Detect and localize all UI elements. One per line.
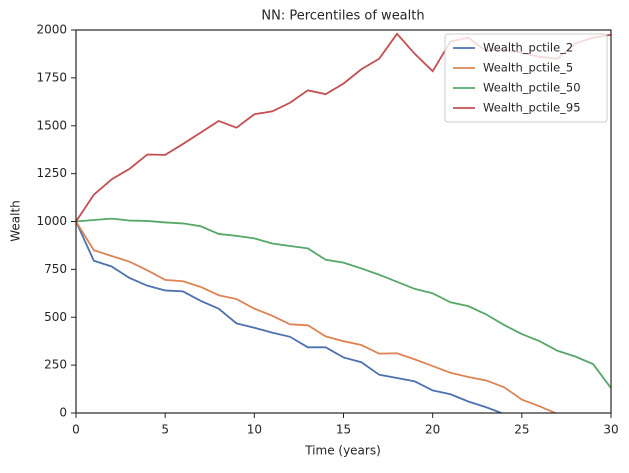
y-tick-label: 1750	[36, 70, 67, 84]
y-tick-label: 0	[59, 406, 67, 420]
data-line	[76, 221, 558, 413]
x-tick-label: 15	[336, 423, 351, 437]
y-tick-label: 1250	[36, 166, 67, 180]
legend-label: Wealth_pctile_5	[483, 61, 573, 75]
x-tick-label: 25	[514, 423, 529, 437]
legend-label: Wealth_pctile_95	[483, 101, 581, 115]
legend-box	[444, 33, 608, 123]
x-tick-label: 10	[247, 423, 262, 437]
data-line	[76, 217, 611, 389]
legend-label: Wealth_pctile_50	[483, 81, 581, 95]
y-tick-label: 250	[44, 358, 67, 372]
chart-title: NN: Percentiles of wealth	[261, 9, 424, 24]
y-tick-label: 1000	[36, 214, 67, 228]
x-axis-label: Time (years)	[304, 444, 381, 458]
data-line	[76, 221, 505, 413]
y-tick-label: 500	[44, 310, 67, 324]
x-tick-label: 0	[72, 423, 80, 437]
x-tick-label: 20	[425, 423, 440, 437]
y-tick-label: 1500	[36, 118, 67, 132]
y-axis-label: Wealth	[9, 200, 23, 242]
x-tick-label: 5	[161, 423, 169, 437]
legend-label: Wealth_pctile_2	[483, 41, 573, 55]
x-tick-label: 30	[603, 423, 618, 437]
y-tick-label: 2000	[36, 23, 67, 37]
y-tick-label: 750	[44, 262, 67, 276]
